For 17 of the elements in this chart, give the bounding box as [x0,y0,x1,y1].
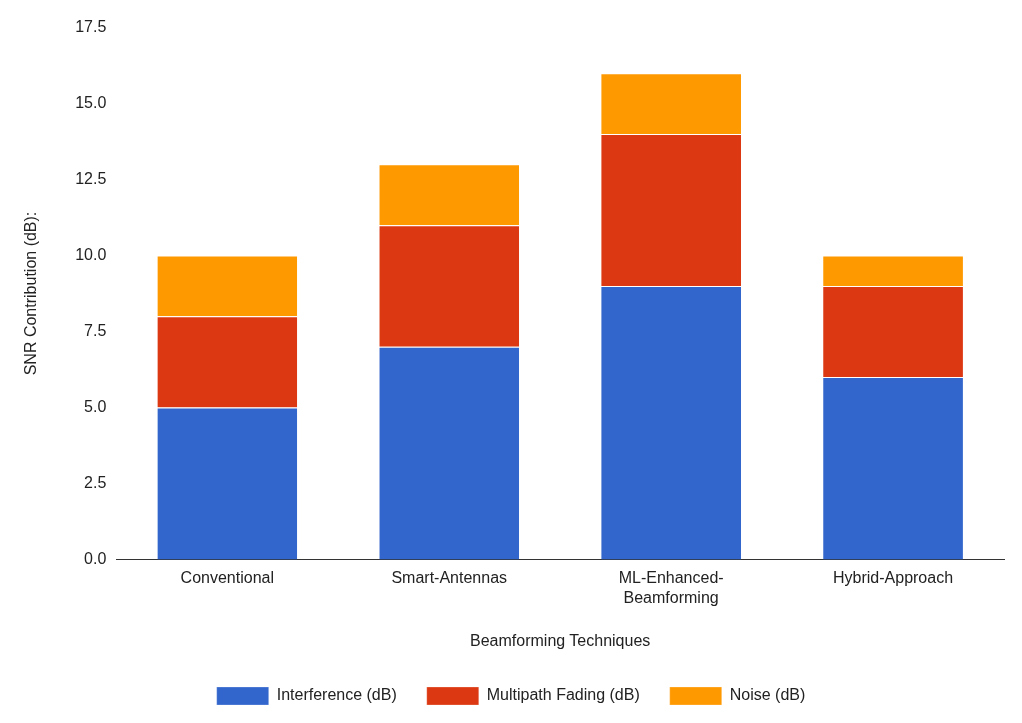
y-tick-label: 17.5 [75,18,107,36]
y-tick-label: 2.5 [84,473,107,491]
y-tick-label: 10.0 [75,245,107,263]
y-tick-label: 0.0 [84,549,107,567]
x-tick-label: Smart-Antennas [391,569,508,587]
legend-label: Multipath Fading (dB) [486,686,640,704]
x-axis-title: Beamforming Techniques [470,631,651,649]
y-tick-label: 7.5 [84,321,107,339]
legend-label: Interference (dB) [276,686,397,704]
legend-label: Noise (dB) [729,686,806,704]
x-tick-label: Conventional [180,569,274,587]
x-tick-label: ML-Enhanced-Beamforming [618,569,724,606]
x-tick-label: Hybrid-Approach [833,569,954,587]
y-tick-label: 12.5 [75,169,107,187]
y-axis-title: SNR Contribution (dB): [22,211,40,376]
y-tick-label: 15.0 [75,93,107,111]
y-tick-label: 5.0 [84,397,107,415]
